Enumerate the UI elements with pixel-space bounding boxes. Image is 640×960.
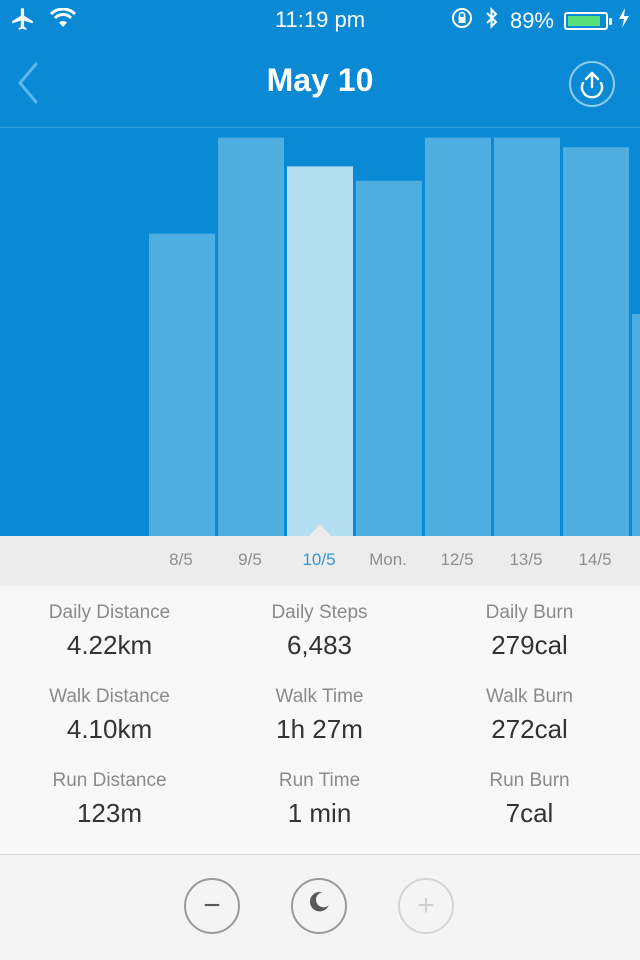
chart-bar[interactable] [494,137,560,536]
stat-cell: Run Burn 7cal [423,770,636,829]
stat-value: 4.22km [66,630,153,660]
airplane-icon [10,6,36,37]
back-button[interactable] [10,58,54,108]
stat-cell: Run Time 1 min [213,770,426,829]
bottom-controls: − + [0,855,640,960]
axis-label[interactable]: 9/5 [238,550,262,569]
chart-canvas [149,137,640,536]
sleep-button[interactable] [291,878,347,934]
stat-label: Run Time [278,770,361,791]
stat-value: 272cal [491,714,568,744]
stat-value: 279cal [491,630,568,660]
stat-cell: Daily Burn 279cal [423,602,636,661]
battery-percent: 89% [509,8,554,33]
chart-bar[interactable] [356,180,422,536]
stat-cell: Walk Time 1h 27m [213,686,426,745]
axis-label[interactable]: 12/5 [440,550,474,569]
stat-cell: Run Distance 123m [3,770,216,829]
minus-button[interactable]: − [184,878,240,934]
nav-divider [0,127,640,128]
chart-axis: 8/5 9/5 10/5 Mon. 12/5 13/5 14/5 [0,524,640,586]
stat-value: 6,483 [286,630,353,660]
plus-button[interactable]: + [398,878,454,934]
selected-day-caret [309,524,331,536]
stat-label: Run Distance [52,770,167,791]
chart-bar-partial [632,314,640,536]
plus-icon: + [417,889,435,922]
axis-label[interactable]: 13/5 [509,550,543,569]
chart-bar[interactable] [287,166,353,536]
stat-value: 4.10km [66,714,153,744]
chevron-left-icon [18,62,38,104]
stat-label: Walk Distance [49,686,170,707]
charging-icon [618,7,630,35]
battery-icon [564,12,612,30]
axis-label[interactable]: Mon. [369,550,407,569]
nav-bar: May 10 [0,40,640,128]
stat-label: Daily Distance [48,602,171,623]
stat-cell: Daily Steps 6,483 [213,602,426,661]
moon-icon [306,889,332,923]
share-button[interactable] [569,61,615,107]
activity-chart[interactable] [0,128,640,536]
stat-cell: Walk Distance 4.10km [3,686,216,745]
stat-value: 7cal [505,798,554,828]
stat-label: Daily Burn [485,602,574,623]
chart-bar[interactable] [218,137,284,536]
stat-value: 1 min [287,798,352,828]
stat-label: Daily Steps [271,602,368,623]
stat-value: 1h 27m [276,714,363,744]
header-area: 11:19 pm 89% May 10 [0,0,640,536]
stat-value: 123m [76,798,143,828]
rotation-lock-icon [450,6,474,36]
minus-icon: − [203,889,221,922]
wifi-icon [49,7,77,35]
stat-label: Walk Burn [486,686,573,707]
upload-icon [580,71,604,99]
chart-bar[interactable] [563,147,629,536]
stat-cell: Walk Burn 272cal [423,686,636,745]
stats-divider [0,854,640,855]
status-bar: 11:19 pm 89% [0,0,640,40]
chart-bar[interactable] [149,233,215,536]
stat-label: Walk Time [275,686,364,707]
bluetooth-icon [484,6,500,36]
stat-label: Run Burn [489,770,570,791]
stat-cell: Daily Distance 4.22km [3,602,216,661]
stats-panel: Daily Distance 4.22km Daily Steps 6,483 Dail… [0,586,640,854]
page-title: May 10 [266,62,374,98]
axis-label[interactable]: 14/5 [578,550,612,569]
axis-label[interactable]: 10/5 [302,550,336,569]
axis-label[interactable]: 8/5 [169,550,193,569]
chart-bar[interactable] [425,137,491,536]
status-time: 11:19 pm [274,7,366,32]
